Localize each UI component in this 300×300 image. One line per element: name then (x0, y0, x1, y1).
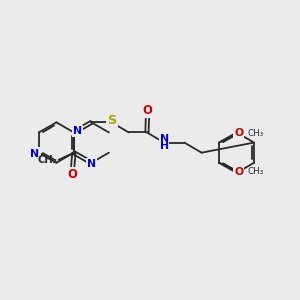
Text: N: N (30, 148, 40, 159)
Text: CH₃: CH₃ (247, 167, 263, 176)
Text: N: N (160, 134, 169, 144)
Text: CH₃: CH₃ (37, 155, 57, 165)
Text: N: N (87, 159, 96, 169)
Text: O: O (234, 128, 243, 139)
Text: N: N (73, 126, 82, 136)
Text: O: O (234, 167, 243, 177)
Text: S: S (108, 114, 117, 127)
Text: O: O (68, 168, 77, 181)
Text: O: O (142, 104, 152, 117)
Text: CH₃: CH₃ (247, 129, 263, 138)
Text: H: H (160, 141, 169, 151)
